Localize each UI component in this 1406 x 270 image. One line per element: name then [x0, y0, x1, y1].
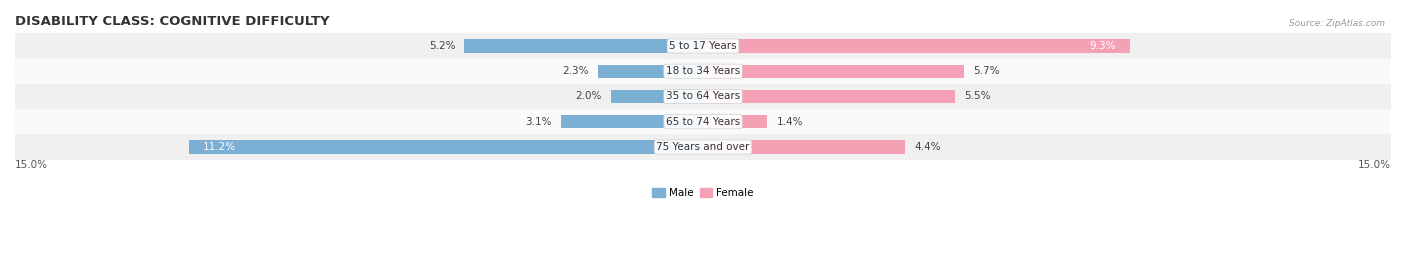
- Text: 2.3%: 2.3%: [562, 66, 588, 76]
- Text: 3.1%: 3.1%: [524, 117, 551, 127]
- Text: 65 to 74 Years: 65 to 74 Years: [666, 117, 740, 127]
- Bar: [190, 140, 703, 154]
- Legend: Male, Female: Male, Female: [648, 184, 758, 202]
- Bar: [15, 59, 1391, 84]
- Text: 15.0%: 15.0%: [1358, 160, 1391, 170]
- Bar: [598, 65, 703, 78]
- Text: 5.5%: 5.5%: [965, 92, 991, 102]
- Text: Source: ZipAtlas.com: Source: ZipAtlas.com: [1289, 19, 1385, 28]
- Text: DISABILITY CLASS: COGNITIVE DIFFICULTY: DISABILITY CLASS: COGNITIVE DIFFICULTY: [15, 15, 329, 28]
- Text: 5 to 17 Years: 5 to 17 Years: [669, 41, 737, 51]
- Text: 1.4%: 1.4%: [776, 117, 803, 127]
- Bar: [703, 39, 1129, 53]
- Text: 2.0%: 2.0%: [575, 92, 602, 102]
- Bar: [15, 33, 1391, 59]
- Bar: [464, 39, 703, 53]
- Text: 9.3%: 9.3%: [1090, 41, 1116, 51]
- Bar: [15, 109, 1391, 134]
- Text: 5.2%: 5.2%: [429, 41, 456, 51]
- Text: 18 to 34 Years: 18 to 34 Years: [666, 66, 740, 76]
- Bar: [703, 140, 905, 154]
- Text: 35 to 64 Years: 35 to 64 Years: [666, 92, 740, 102]
- Text: 4.4%: 4.4%: [914, 142, 941, 152]
- Bar: [703, 115, 768, 128]
- Text: 11.2%: 11.2%: [202, 142, 236, 152]
- Bar: [15, 84, 1391, 109]
- Bar: [703, 90, 955, 103]
- Text: 5.7%: 5.7%: [973, 66, 1000, 76]
- Bar: [561, 115, 703, 128]
- Text: 75 Years and over: 75 Years and over: [657, 142, 749, 152]
- Bar: [15, 134, 1391, 160]
- Bar: [703, 65, 965, 78]
- Bar: [612, 90, 703, 103]
- Text: 15.0%: 15.0%: [15, 160, 48, 170]
